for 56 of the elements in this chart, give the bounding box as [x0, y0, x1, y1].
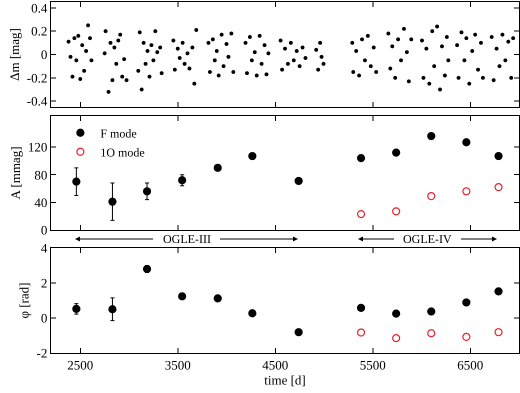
point	[356, 328, 366, 337]
legend-label: 1O mode	[100, 145, 145, 160]
point	[356, 210, 366, 218]
y-axis-title: φ [rad]	[16, 282, 32, 319]
x-tick-label: 2500	[67, 358, 94, 373]
point	[392, 310, 400, 318]
point	[248, 152, 256, 160]
y-tick-label: 2	[40, 276, 48, 291]
point	[462, 187, 470, 196]
point	[462, 298, 470, 307]
y-tick-label: 80	[34, 167, 48, 182]
point	[392, 334, 400, 342]
y-tick-label: -0.2	[26, 70, 48, 86]
y-tick-label: 120	[28, 140, 48, 155]
point	[392, 148, 400, 157]
y-tick-label: 0.4	[31, 0, 48, 16]
y-axis-title: Δm [mag]	[6, 28, 22, 81]
y-tick-label: 0	[40, 222, 48, 238]
point	[294, 328, 303, 336]
x-tick-label: 4500	[262, 358, 288, 373]
x-tick-label: 6500	[457, 358, 484, 373]
point	[248, 309, 256, 318]
y-tick-label: 40	[34, 194, 48, 210]
point	[427, 192, 436, 200]
point	[392, 207, 400, 216]
point	[356, 154, 366, 162]
point	[214, 294, 222, 302]
point	[494, 328, 503, 336]
point	[427, 307, 436, 316]
point	[214, 164, 222, 172]
point	[108, 305, 117, 314]
point	[356, 304, 366, 312]
y-tick-label: 0	[40, 310, 48, 326]
point	[142, 187, 152, 196]
point	[462, 138, 470, 146]
y-tick-label: 4	[40, 240, 48, 256]
legend-label: F mode	[100, 126, 137, 140]
y-axis-title: A [mmag]	[8, 146, 23, 200]
x-tick-label: 3500	[164, 358, 191, 373]
point	[494, 287, 503, 296]
y-tick-label: -0.4	[26, 94, 48, 109]
x-tick-label: 5500	[360, 358, 386, 373]
point	[427, 329, 436, 338]
point	[427, 132, 436, 140]
y-tick-label: 0.2	[31, 24, 48, 39]
x-axis-title: time [d]	[264, 372, 306, 388]
point	[494, 183, 503, 192]
point	[178, 292, 186, 300]
point	[72, 178, 80, 186]
point	[462, 332, 470, 341]
y-tick-label: 0	[40, 47, 48, 62]
y-tick-label: -2	[36, 346, 48, 361]
text: OGLE-III	[163, 232, 211, 246]
point	[108, 198, 117, 206]
text: OGLE-IV	[403, 232, 452, 246]
point	[494, 152, 503, 160]
